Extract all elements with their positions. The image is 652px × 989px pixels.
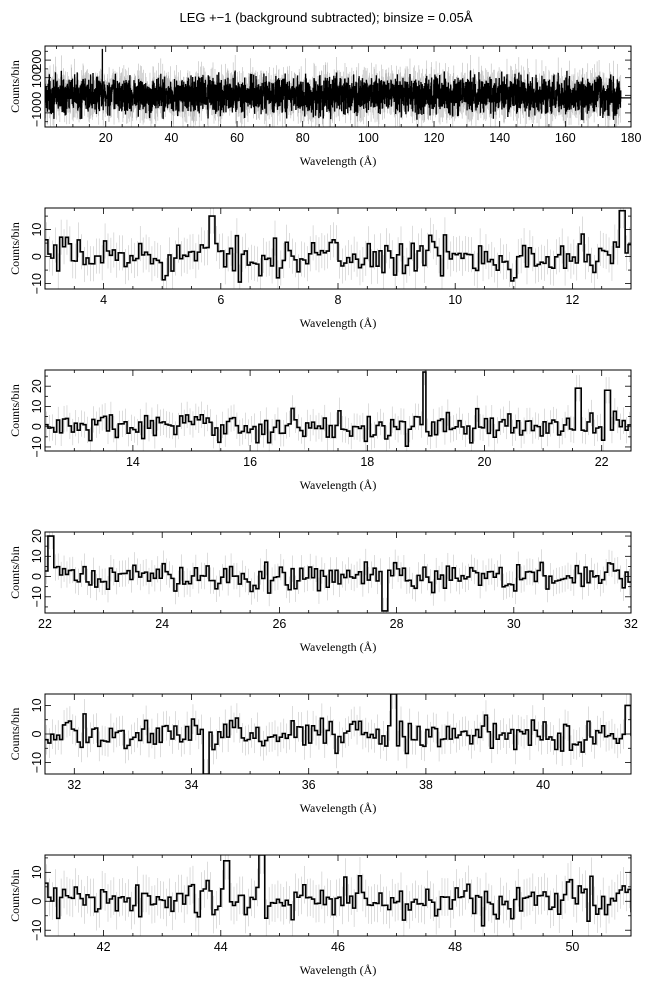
x-tick-label: 32 <box>624 617 638 631</box>
error-bars <box>46 694 630 774</box>
y-axis-label: Counts/bin <box>8 222 22 275</box>
x-tick-label: 160 <box>555 131 576 145</box>
chart-panel-6: 42 44 46 48 50 −10 0 10 Wavelength (Å) Counts/bin <box>8 854 632 977</box>
y-axis-label: Counts/bin <box>8 546 22 599</box>
spectrum-series <box>45 535 631 612</box>
chart-panel-4: 22 24 26 28 30 32 −10 0 10 20 Wavelength (Å) Counts… <box>8 529 638 654</box>
y-tick-label: 20 <box>30 379 44 393</box>
x-tick-label: 180 <box>621 131 642 145</box>
x-tick-label: 120 <box>424 131 445 145</box>
spectrum-series <box>45 371 631 448</box>
x-axis-label: Wavelength (Å) <box>300 154 377 168</box>
y-tick-label: 0 <box>30 92 44 99</box>
x-tick-label: 34 <box>185 778 199 792</box>
y-axis-label: Counts/bin <box>8 60 22 113</box>
x-tick-label: 100 <box>358 131 379 145</box>
x-tick-label: 44 <box>214 940 228 954</box>
x-axis-label: Wavelength (Å) <box>300 640 377 654</box>
y-tick-label: 0 <box>30 898 44 905</box>
error-bars <box>46 855 630 936</box>
y-tick-label: −10 <box>30 920 44 941</box>
x-tick-label: 14 <box>126 455 140 469</box>
y-tick-label: −10 <box>30 436 44 457</box>
y-tick-label: 10 <box>30 698 44 712</box>
spectrum-series <box>45 209 631 283</box>
chart-panel-3: 14 16 18 20 22 −10 0 10 20 Wavelength (Å) Counts/b… <box>8 369 632 492</box>
x-tick-label: 8 <box>335 293 342 307</box>
chart-panel-2: 4 6 8 10 12 −10 0 10 Wavelength (Å) Counts/bin <box>8 207 632 330</box>
x-tick-label: 60 <box>230 131 244 145</box>
x-tick-label: 28 <box>390 617 404 631</box>
y-tick-label: 100 <box>30 67 44 88</box>
x-tick-label: 36 <box>302 778 316 792</box>
x-axis-label: Wavelength (Å) <box>300 478 377 492</box>
x-tick-label: 42 <box>97 940 111 954</box>
chart-panel-5: 32 34 36 38 40 −10 0 10 Wavelength (Å) Counts/bin <box>8 693 632 815</box>
y-axis-label: Counts/bin <box>8 708 22 761</box>
y-tick-label: 0 <box>30 573 44 580</box>
x-tick-label: 40 <box>164 131 178 145</box>
y-tick-label: −10 <box>30 273 44 294</box>
x-tick-label: 4 <box>100 293 107 307</box>
x-tick-label: 22 <box>595 455 609 469</box>
chart-panel-1: 20 40 60 80 100 120 140 160 180−1000100200Wavele… <box>8 45 642 168</box>
spectrum-series <box>45 855 631 927</box>
x-tick-label: 38 <box>419 778 433 792</box>
x-tick-label: 140 <box>489 131 510 145</box>
figure-title: LEG +−1 (background subtracted); binsize… <box>179 10 473 25</box>
x-tick-label: 6 <box>217 293 224 307</box>
x-tick-label: 46 <box>331 940 345 954</box>
spectrum-series <box>45 694 631 774</box>
x-tick-label: 22 <box>38 617 52 631</box>
y-axis-label: Counts/bin <box>8 384 22 437</box>
x-tick-label: 50 <box>565 940 579 954</box>
x-tick-label: 30 <box>507 617 521 631</box>
x-tick-label: 10 <box>448 293 462 307</box>
x-tick-label: 20 <box>99 131 113 145</box>
y-tick-label: 10 <box>30 223 44 237</box>
error-bars <box>46 370 630 451</box>
x-tick-label: 26 <box>272 617 286 631</box>
y-tick-label: 10 <box>30 865 44 879</box>
x-tick-label: 40 <box>536 778 550 792</box>
x-tick-label: 20 <box>478 455 492 469</box>
x-axis-label: Wavelength (Å) <box>300 316 377 330</box>
y-tick-label: −10 <box>30 586 44 607</box>
y-tick-label: −10 <box>30 752 44 773</box>
x-tick-label: 18 <box>360 455 374 469</box>
y-tick-label: 10 <box>30 399 44 413</box>
x-axis-label: Wavelength (Å) <box>300 963 377 977</box>
y-tick-label: 200 <box>30 50 44 71</box>
y-tick-label: 20 <box>30 529 44 543</box>
x-tick-label: 32 <box>67 778 81 792</box>
y-tick-label: 0 <box>30 730 44 737</box>
y-tick-label: 0 <box>30 253 44 260</box>
x-tick-label: 16 <box>243 455 257 469</box>
x-axis-label: Wavelength (Å) <box>300 801 377 815</box>
y-tick-label: 10 <box>30 549 44 563</box>
spectrum-series <box>45 48 631 121</box>
x-tick-label: 80 <box>296 131 310 145</box>
y-tick-label: −100 <box>30 99 44 127</box>
x-tick-label: 48 <box>448 940 462 954</box>
y-tick-label: 0 <box>30 423 44 430</box>
x-tick-label: 12 <box>565 293 579 307</box>
x-tick-label: 24 <box>155 617 169 631</box>
y-axis-label: Counts/bin <box>8 869 22 922</box>
